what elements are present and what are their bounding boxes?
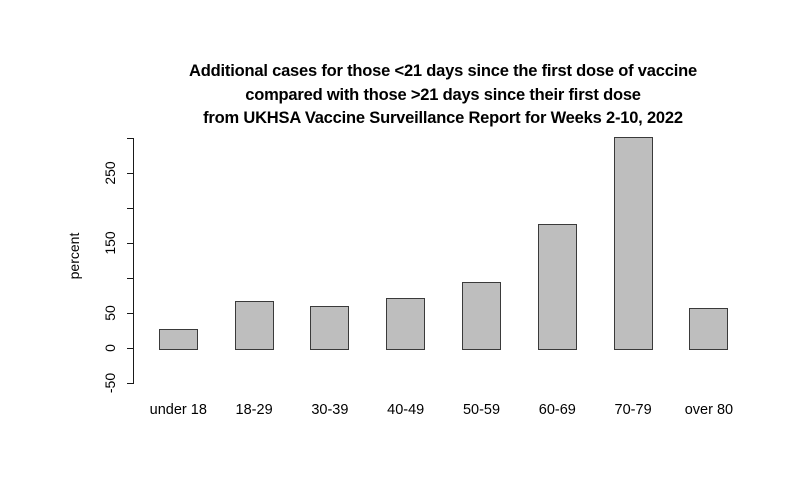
bar-50-59	[462, 281, 501, 350]
x-tick-label: 60-69	[538, 402, 576, 418]
bar-40-49	[386, 297, 426, 350]
x-tick-label: 70-79	[614, 402, 652, 418]
bar-under-18	[158, 329, 198, 350]
bar-30-39	[310, 306, 350, 350]
bar-over-80	[689, 308, 729, 350]
bar-60-69	[537, 224, 577, 350]
y-tick-mark	[126, 172, 134, 175]
y-tick-label: -50	[102, 373, 118, 394]
y-tick-label: 150	[102, 231, 118, 255]
y-tick-mark	[126, 277, 134, 280]
y-tick-label: 0	[102, 344, 118, 353]
y-tick-mark	[126, 347, 134, 350]
y-tick-mark	[126, 382, 134, 385]
chart-title-line-3: from UKHSA Vaccine Surveillance Report f…	[203, 109, 683, 127]
y-tick-label: 250	[102, 161, 118, 185]
y-axis-label: percent	[66, 232, 82, 280]
y-tick-mark	[126, 312, 134, 315]
chart-title: Additional cases for those <21 days sinc…	[134, 60, 752, 131]
y-tick-mark	[126, 242, 134, 245]
y-axis-line	[132, 138, 134, 384]
y-tick-mark	[126, 137, 134, 140]
x-tick-label: 50-59	[462, 402, 501, 418]
x-tick-label: over 80	[684, 402, 734, 418]
x-tick-label: 30-39	[311, 402, 349, 418]
bar-18-29	[234, 301, 274, 350]
x-tick-label: 18-29	[235, 402, 273, 418]
x-tick-label: under 18	[149, 402, 207, 418]
bar-70-79	[613, 136, 653, 350]
chart-title-line-2: compared with those >21 days since their…	[245, 85, 641, 104]
chart-title-line-1: Additional cases for those <21 days sinc…	[189, 62, 697, 80]
y-tick-mark	[126, 207, 134, 210]
x-tick-label: 40-49	[387, 402, 425, 418]
y-tick-label: 50	[102, 305, 118, 322]
